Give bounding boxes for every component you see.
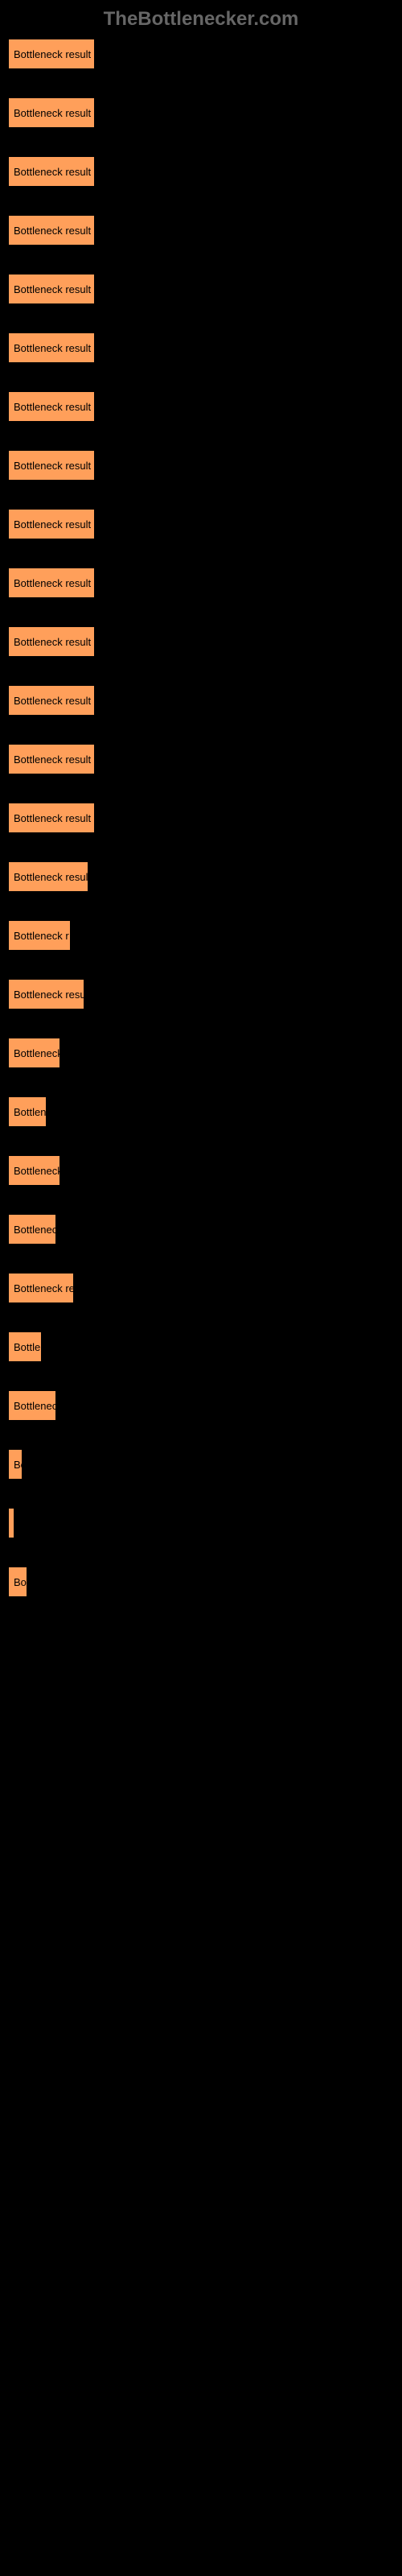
bar-label: Bottleneck result (14, 48, 91, 60)
bar-row: Bottleneck result (8, 803, 394, 833)
bar-label: Bottleneck result (14, 518, 91, 530)
bar-row: Bottleneck (8, 1155, 394, 1186)
chart-bar: Bottleneck result (8, 450, 95, 481)
bar-label: Bottleneck result (14, 636, 91, 648)
chart-bar: Bottleneck result (8, 156, 95, 187)
bar-label: Bottleneck result (14, 107, 91, 119)
bar-label: Bottleneck resu (14, 989, 84, 1001)
bar-row: Bottleneck result (8, 861, 394, 892)
bar-row: Bottleneck result (8, 568, 394, 598)
bar-label: Bottle (14, 1341, 40, 1353)
bar-label: Bottleneck re (14, 1282, 73, 1294)
bar-label: Bottleneck result (14, 460, 91, 472)
bar-row: Bottlenec (8, 1390, 394, 1421)
chart-bar: Bottlenec (8, 1214, 56, 1245)
chart-bar: Bottleneck re (8, 1273, 74, 1303)
bar-row: Bottleneck result (8, 97, 394, 128)
bar-label: Bottleneck (14, 1165, 59, 1177)
bar-label: Bo (14, 1459, 22, 1471)
bar-row: Bottleneck result (8, 685, 394, 716)
bar-row: Bottleneck result (8, 626, 394, 657)
bar-row: Bottleneck resu (8, 979, 394, 1009)
bar-label: Bottleneck result (14, 577, 91, 589)
bar-label: Bottleneck result (14, 812, 91, 824)
chart-bar: Bottleneck (8, 1038, 60, 1068)
bottleneck-chart: Bottleneck result Bottleneck result Bottle… (0, 39, 402, 1597)
chart-bar: Bottleneck result (8, 97, 95, 128)
chart-bar: Bottleneck result (8, 803, 95, 833)
bar-row: Bottleneck r (8, 920, 394, 951)
chart-bar: Bottleneck result (8, 274, 95, 304)
bar-row: Bottleneck re (8, 1273, 394, 1303)
bar-label: Bottleneck result (14, 695, 91, 707)
bar-row: Bottleneck result (8, 39, 394, 69)
bar-label: Bottleneck result (14, 225, 91, 237)
bar-label: Bottleneck result (14, 342, 91, 354)
chart-bar: Bottleneck (8, 1155, 60, 1186)
chart-bar: Bo (8, 1449, 23, 1480)
bar-label: Bottleneck result (14, 166, 91, 178)
bar-row (8, 1508, 394, 1538)
chart-bar: Bottleneck result (8, 744, 95, 774)
chart-bar: Bottleneck result (8, 861, 88, 892)
bar-label: Bottlenec (14, 1224, 55, 1236)
bar-label: Bottlenec (14, 1400, 55, 1412)
chart-bar: Bottleneck result (8, 626, 95, 657)
chart-bar: Bottleneck result (8, 332, 95, 363)
bar-label: Bottleneck (14, 1047, 59, 1059)
bar-row: Bottleneck result (8, 156, 394, 187)
bar-label: Bottleneck result (14, 283, 91, 295)
bar-row: Bottleneck result (8, 509, 394, 539)
bar-label: Bottleneck result (14, 871, 88, 883)
bar-label: Bottleneck result (14, 401, 91, 413)
chart-bar: Bottlenec (8, 1390, 56, 1421)
bar-row: Bottle (8, 1331, 394, 1362)
bar-label: Bot (14, 1576, 27, 1588)
chart-bar: Bottleneck resu (8, 979, 84, 1009)
bar-row: Bot (8, 1567, 394, 1597)
chart-bar: Bottle (8, 1331, 42, 1362)
bar-row: Bottlen (8, 1096, 394, 1127)
bar-row: Bottlenec (8, 1214, 394, 1245)
site-header: TheBottlenecker.com (0, 0, 402, 39)
bar-label: Bottlen (14, 1106, 46, 1118)
bar-row: Bottleneck result (8, 450, 394, 481)
bar-label: Bottleneck result (14, 753, 91, 766)
chart-bar: Bottleneck result (8, 568, 95, 598)
chart-bar: Bottleneck result (8, 685, 95, 716)
bar-row: Bottleneck result (8, 391, 394, 422)
chart-bar: Bottleneck result (8, 215, 95, 246)
chart-bar: Bottlen (8, 1096, 47, 1127)
bar-row: Bottleneck result (8, 744, 394, 774)
chart-bar: Bottleneck result (8, 39, 95, 69)
chart-bar: Bottleneck result (8, 509, 95, 539)
chart-bar: Bot (8, 1567, 27, 1597)
bar-label: Bottleneck r (14, 930, 69, 942)
chart-bar (8, 1508, 14, 1538)
bar-row: Bottleneck result (8, 274, 394, 304)
chart-bar: Bottleneck r (8, 920, 71, 951)
bar-row: Bo (8, 1449, 394, 1480)
bar-row: Bottleneck (8, 1038, 394, 1068)
bar-row: Bottleneck result (8, 215, 394, 246)
bar-row: Bottleneck result (8, 332, 394, 363)
chart-bar: Bottleneck result (8, 391, 95, 422)
